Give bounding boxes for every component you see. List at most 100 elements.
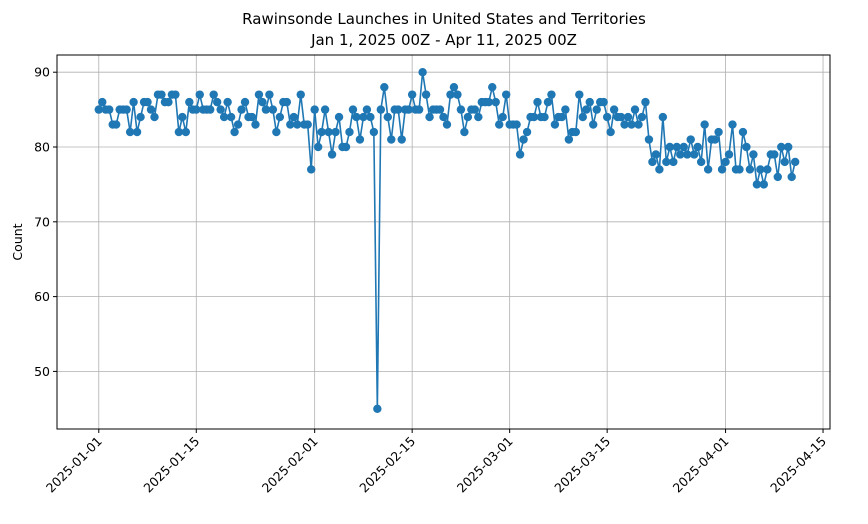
data-point [146,105,156,114]
data-point [683,150,692,159]
data-point [529,112,539,122]
data-point [703,165,713,174]
data-point [251,120,260,129]
data-point [418,68,427,77]
data-point [752,180,762,189]
data-point [435,105,445,114]
data-point [759,180,769,189]
data-point [230,127,239,137]
data-point [669,157,678,167]
x-tick-label: 2025-03-01 [454,434,516,496]
data-point [387,135,396,144]
data-point [268,105,278,114]
data-point [359,112,368,122]
data-point [515,150,525,159]
data-point [293,120,302,129]
data-point [787,172,796,182]
data-point [474,112,483,122]
data-point [296,90,305,99]
data-point [286,120,295,129]
plot-area-frame [56,54,831,430]
data-point [599,97,608,107]
x-tick-label: 2025-03-15 [551,434,613,496]
y-axis-label: Count [10,223,25,260]
data-point [226,112,236,122]
x-tick-label: 2025-04-15 [767,434,829,496]
data-point [125,127,135,137]
data-point [366,112,375,122]
data-point [488,82,497,92]
data-point [693,142,702,152]
data-point [98,97,107,107]
data-point [407,90,417,99]
data-point [247,112,257,122]
data-point [784,142,793,152]
data-point [686,135,695,144]
data-point [606,127,615,137]
data-point [641,97,650,107]
data-point [394,105,403,114]
data-point [157,90,166,99]
data-point [150,112,159,122]
data-point [143,97,152,107]
data-point [522,127,532,137]
data-point [449,82,459,92]
data-point [662,157,671,167]
data-point [665,142,675,152]
data-point [237,105,246,114]
data-point [721,157,730,167]
data-point [171,90,180,99]
data-point [320,105,330,114]
data-point [724,150,734,159]
data-point [616,112,626,122]
data-point [282,97,292,107]
data-point [742,142,751,152]
data-point [676,150,685,159]
data-point [240,97,250,107]
data-point [348,105,358,114]
chart-title: Rawinsonde Launches in United States and… [242,10,646,28]
data-point [303,120,312,129]
data-point [219,112,229,122]
data-point [456,105,466,114]
data-point [634,120,643,129]
data-point [425,112,434,122]
data-point [648,157,657,167]
data-point [777,142,786,152]
data-point [223,97,232,107]
data-point [345,127,354,137]
y-tick-label: 70 [34,214,50,229]
data-point [630,105,640,114]
data-point [352,112,361,122]
data-point [557,112,567,122]
x-tick-label: 2025-01-15 [140,434,202,496]
data-point [216,105,225,114]
data-point [512,120,521,129]
data-point [195,90,204,99]
y-tick-label: 90 [34,65,50,80]
y-tick-label: 80 [34,140,50,155]
data-point [404,105,413,114]
data-point [261,105,271,114]
data-point [495,120,504,129]
data-point [710,135,720,144]
data-point [745,165,755,174]
data-point [380,82,389,92]
data-point [501,90,511,99]
data-point [334,112,344,122]
data-point [543,97,553,107]
data-point [212,97,222,107]
data-point [206,105,215,114]
data-point [258,97,267,107]
data-point [602,112,612,122]
data-point [575,90,584,99]
data-point [714,127,723,137]
data-point [122,105,131,114]
data-point [700,120,709,129]
data-point [547,90,556,99]
data-point [105,105,114,114]
data-point [362,105,372,114]
data-point [637,112,647,122]
data-point [561,105,570,114]
